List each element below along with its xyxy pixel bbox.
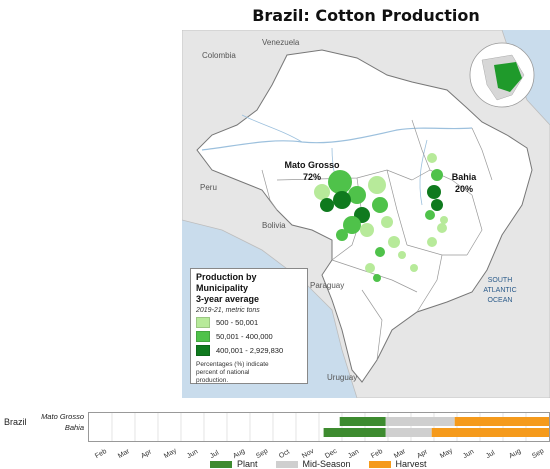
label-ocean-1: SOUTH [488,277,513,284]
calendar-bars [111,413,549,441]
river-tributary [419,139,428,206]
label-uruguay: Uruguay [327,373,357,382]
mato-grosso-production [314,170,393,241]
legend-label-high: 400,001 - 2,929,830 [216,346,284,355]
label-paraguay: Paraguay [310,281,344,290]
legend-swatch-low [196,317,210,328]
legend-item-high: 400,001 - 2,929,830 [196,345,302,356]
calendar-bar-harvest [454,417,549,426]
label-ocean-2: ATLANTIC [483,287,516,294]
legend-note: Percentages (%) indicate percent of nati… [196,361,269,384]
crop-calendar: Brazil Mato Grosso Bahia Feb Mar Apr May Jun… [0,408,550,469]
label-bahia-pct: 20% [455,184,473,194]
calendar-month-label: Feb [94,447,108,461]
calendar-month-label: Aug [508,447,523,461]
calendar-legend-label-plant: Plant [237,459,258,469]
calendar-month-label: Jul [485,449,497,461]
legend-subtitle: 2019-21, metric tons [196,307,260,314]
calendar-months: Feb Mar Apr May Jun Jul Aug Sep Oct Nov Dec Jan Feb M… [88,444,550,460]
calendar-legend-mid: Mid-Season [275,459,351,469]
calendar-bar-plant [339,417,386,426]
calendar-bar-mid [385,428,432,437]
globe-inset [469,42,535,108]
map-legend: Production by Municipality 3-year averag… [190,268,308,384]
label-peru: Peru [200,183,217,192]
calendar-month-label: Jun [186,448,200,461]
map-title: Brazil: Cotton Production [252,6,480,25]
calendar-month-label: May [163,447,178,461]
central-production [365,223,447,282]
legend-item-low: 500 - 50,001 [196,317,302,328]
calendar-month-label: Jun [462,448,476,461]
calendar-row-bahia: Bahia [64,423,84,432]
legend-swatch-mid [196,331,210,342]
label-ocean-3: OCEAN [488,297,513,304]
bahia-production [425,153,448,224]
label-mato-grosso: Mato Grosso [284,160,340,170]
legend-label-low: 500 - 50,001 [216,318,259,327]
label-bolivia: Bolivia [262,221,286,230]
calendar-month-label: Sep [531,447,546,461]
map-panel: Colombia Venezuela Peru Bolivia Paraguay… [182,30,550,398]
calendar-legend-harvest: Harvest [368,459,427,469]
calendar-country: Brazil [4,417,27,427]
label-bahia: Bahia [452,172,478,182]
calendar-bar-harvest [431,428,549,437]
calendar-bar-plant [323,428,386,437]
calendar-swatch-plant [210,460,232,468]
brazil-map: Colombia Venezuela Peru Bolivia Paraguay… [182,30,550,398]
label-venezuela: Venezuela [262,38,300,47]
legend-title: Production by Municipality 3-year averag… [196,272,260,304]
calendar-swatch-harvest [368,460,391,468]
amazon-river [201,127,473,151]
legend-item-mid: 50,001 - 400,000 [196,331,302,342]
label-colombia: Colombia [202,51,236,60]
calendar-bar-mid [385,417,455,426]
calendar-swatch-mid [275,460,298,468]
calendar-rows: Mato Grosso Bahia [30,408,84,433]
calendar-month-label: Apr [140,448,153,461]
calendar-grid [88,412,550,442]
calendar-legend-label-harvest: Harvest [395,459,427,469]
legend-label-mid: 50,001 - 400,000 [216,332,273,341]
calendar-row-mato-grosso: Mato Grosso [41,412,84,421]
river-tributary [241,114,303,143]
calendar-month-label: Mar [117,447,131,461]
calendar-legend-label-mid: Mid-Season [302,459,351,469]
label-mato-grosso-pct: 72% [303,172,321,182]
legend-swatch-high [196,345,210,356]
calendar-legend-plant: Plant [210,459,258,469]
calendar-legend: Plant Mid-Season Harvest [210,459,445,469]
